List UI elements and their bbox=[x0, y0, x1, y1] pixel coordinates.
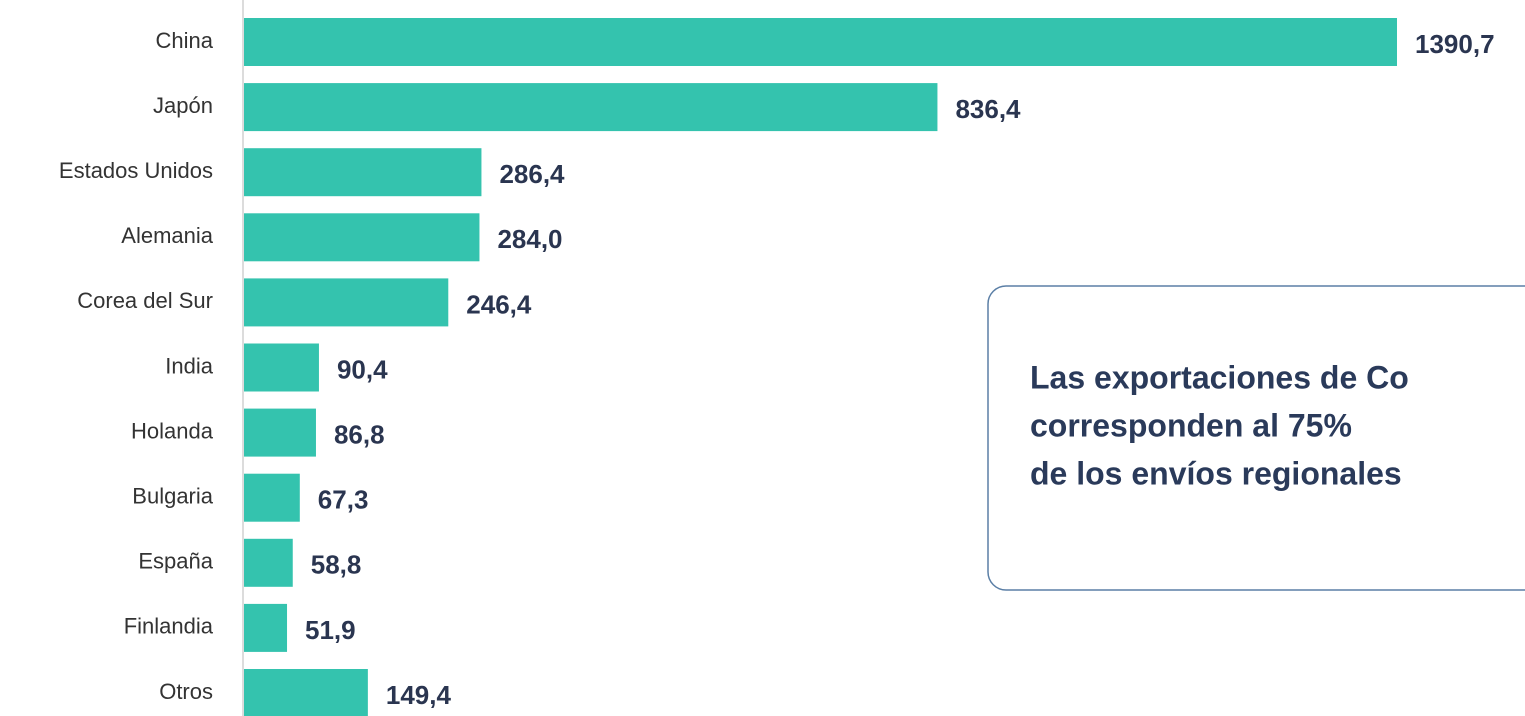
category-label: China bbox=[156, 28, 214, 53]
value-label: 51,9 bbox=[305, 615, 356, 645]
category-label: Holanda bbox=[131, 418, 214, 443]
bar bbox=[244, 408, 316, 457]
annotation-box bbox=[987, 285, 1525, 591]
bar bbox=[244, 603, 288, 652]
value-label: 836,4 bbox=[955, 94, 1021, 124]
category-label: Otros bbox=[159, 679, 213, 704]
value-label: 67,3 bbox=[318, 485, 369, 515]
bar bbox=[244, 18, 1397, 66]
bar bbox=[244, 343, 319, 392]
bar bbox=[244, 213, 480, 262]
bar bbox=[244, 473, 300, 522]
value-label: 58,8 bbox=[311, 550, 362, 580]
value-label: 86,8 bbox=[334, 419, 385, 449]
value-label: 1390,7 bbox=[1415, 29, 1495, 59]
category-label: Japón bbox=[153, 93, 213, 118]
category-label: Corea del Sur bbox=[77, 288, 213, 313]
category-label: España bbox=[138, 549, 213, 574]
value-label: 286,4 bbox=[499, 159, 565, 189]
bar bbox=[244, 669, 368, 716]
annotation-text: Las exportaciones de Co bbox=[1030, 359, 1409, 395]
bar bbox=[244, 83, 938, 132]
category-label: Bulgaria bbox=[132, 484, 213, 509]
value-label: 284,0 bbox=[497, 224, 562, 254]
bar bbox=[244, 538, 293, 587]
bar bbox=[244, 278, 449, 327]
category-label: India bbox=[165, 353, 213, 378]
category-label: Finlandia bbox=[124, 614, 214, 639]
category-label: Alemania bbox=[121, 223, 213, 248]
category-label: Estados Unidos bbox=[59, 158, 213, 183]
annotation-text: corresponden al 75% bbox=[1030, 407, 1352, 443]
value-label: 149,4 bbox=[386, 680, 452, 710]
annotation-text: de los envíos regionales bbox=[1030, 455, 1402, 491]
bar bbox=[244, 148, 482, 197]
value-label: 246,4 bbox=[466, 289, 532, 319]
value-label: 90,4 bbox=[337, 354, 388, 384]
